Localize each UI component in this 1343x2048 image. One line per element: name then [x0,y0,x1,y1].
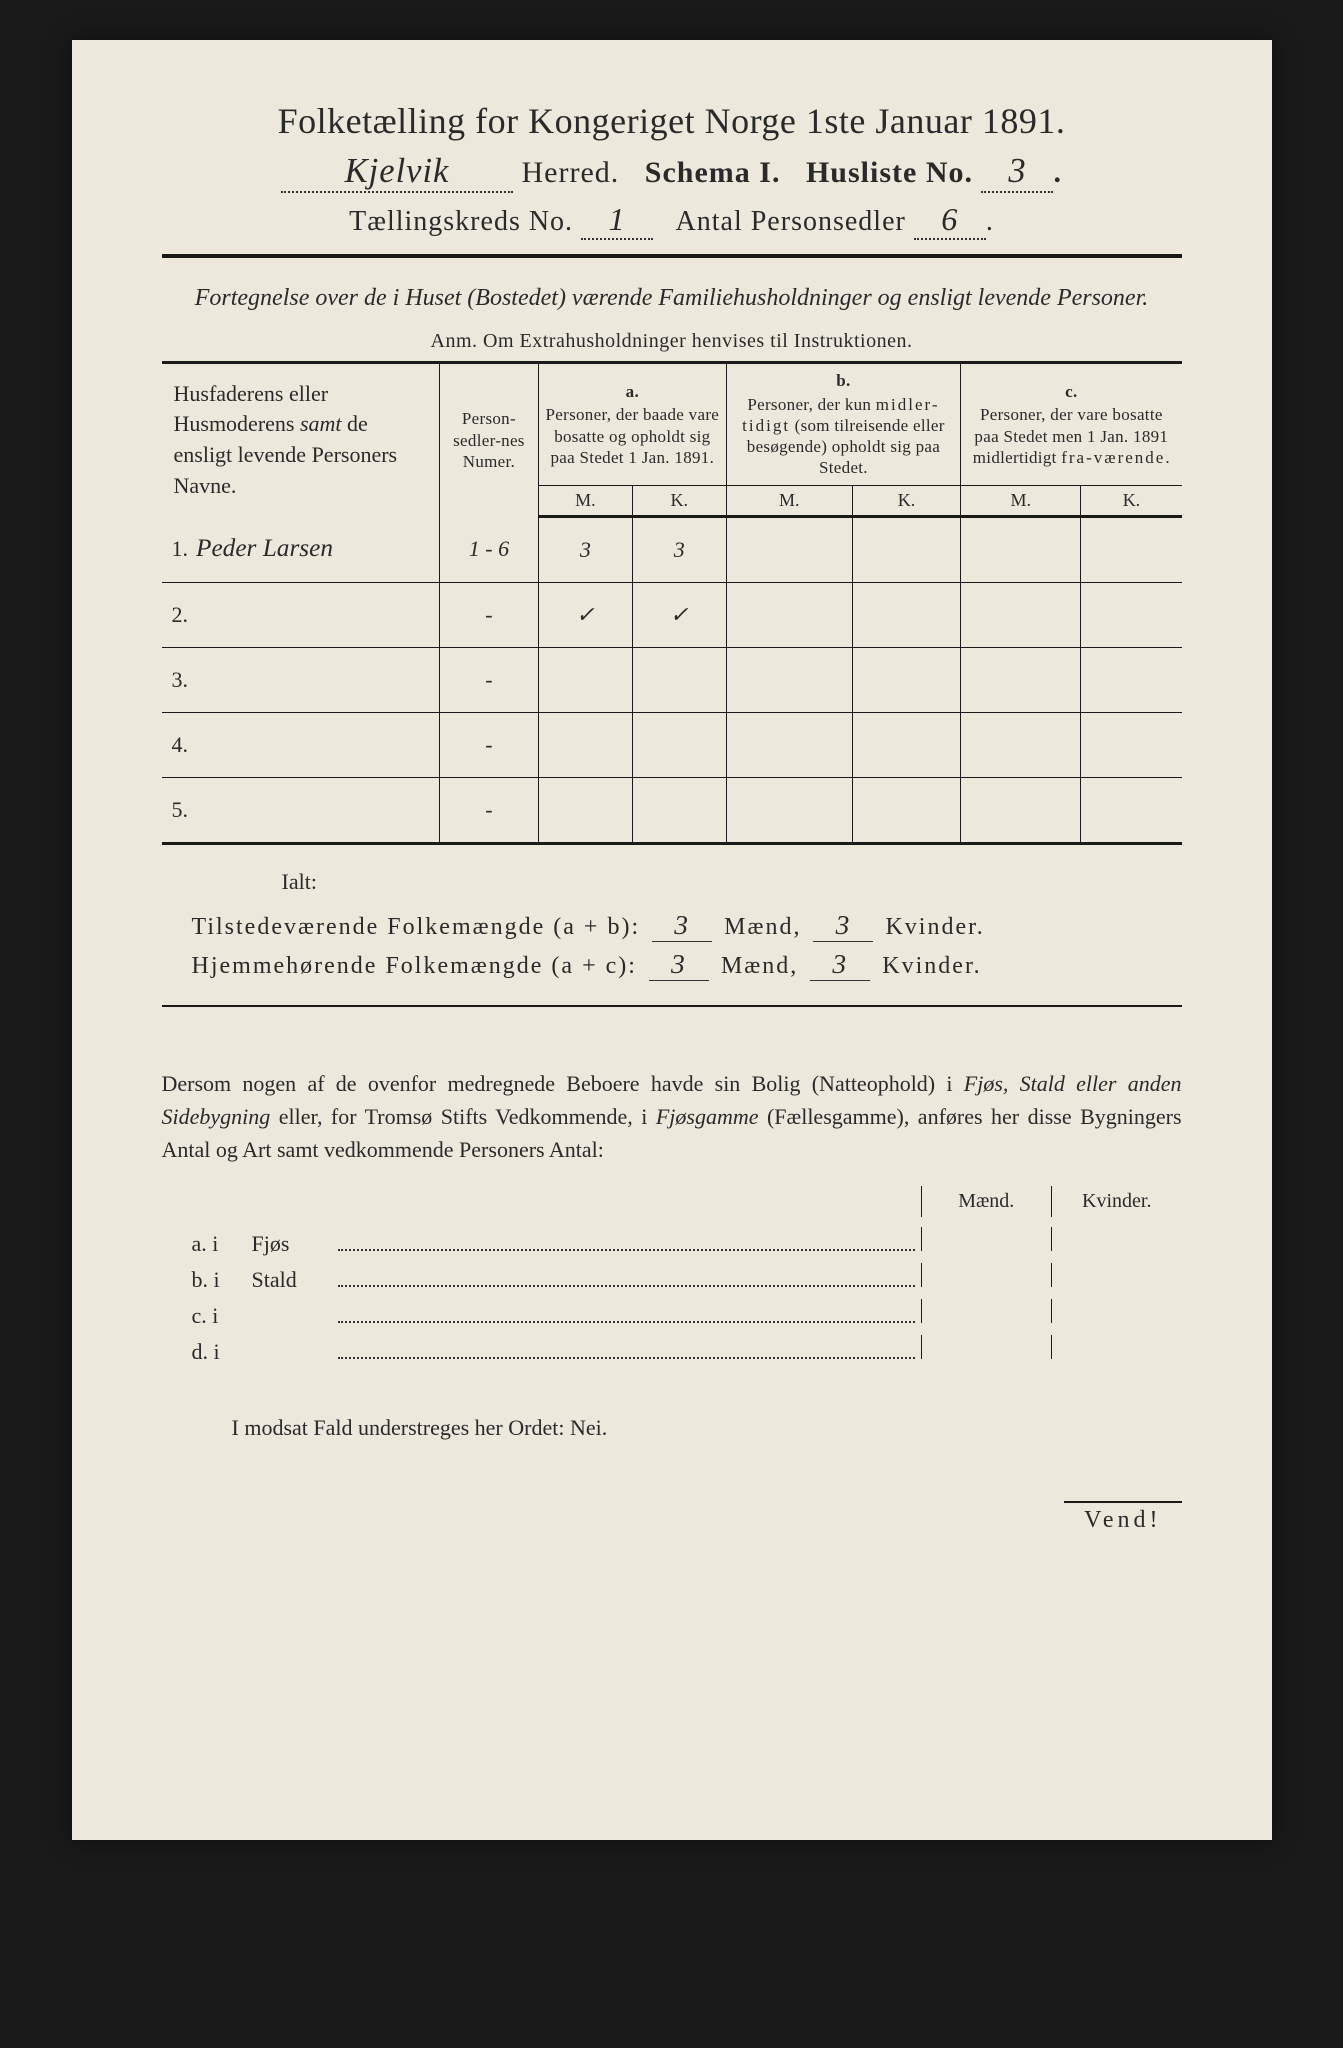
buildings-mk-head: Mænd. Kvinder. [921,1186,1182,1217]
col-numer: Person-sedler-nes Numer. [439,363,538,516]
table-row: 3. - [162,647,1182,712]
kreds-field: 1 [581,201,653,240]
nei-line: I modsat Fald understreges her Ordet: Ne… [232,1415,1182,1441]
page-title: Folketælling for Kongeriget Norge 1ste J… [162,100,1182,142]
building-row-d: d. i [162,1335,1182,1365]
rule-2 [162,1005,1182,1007]
col-c: c. Personer, der vare bosatte paa Stedet… [961,363,1182,485]
buildings-block: Mænd. Kvinder. a. i Fjøs b. i Stald c. i… [162,1186,1182,1365]
col-b-m: M. [726,485,852,516]
census-form-page: Folketælling for Kongeriget Norge 1ste J… [72,40,1272,1840]
anm-note: Anm. Om Extrahusholdninger henvises til … [162,330,1182,353]
antal-label: Antal Personsedler [676,206,906,237]
husliste-field: 3 [981,152,1053,193]
col-b-k: K. [852,485,960,516]
col-names: Husfaderens eller Husmoderens samt de en… [162,363,440,516]
col-c-m: M. [961,485,1081,516]
rule-1 [162,254,1182,258]
herred-field: Kjelvik [281,152,513,193]
col-b: b. Personer, der kun midler-tidigt (som … [726,363,960,485]
building-row-b: b. i Stald [162,1263,1182,1293]
table-row: 1.Peder Larsen 1 - 6 3 3 [162,516,1182,582]
side-building-para: Dersom nogen af de ovenfor medregnede Be… [162,1067,1182,1166]
table-body: 1.Peder Larsen 1 - 6 3 3 2. - ✓ ✓ 3. [162,516,1182,843]
herred-label: Herred. [522,156,620,189]
ab-maend: 3 [652,909,712,942]
antal-field: 6 [914,201,986,240]
husliste-label: Husliste No. [806,156,973,189]
totals-ac: Hjemmehørende Folkemængde (a + c): 3 Mæn… [192,948,1182,981]
ab-kvinder: 3 [813,909,873,942]
col-a-k: K. [632,485,726,516]
col-a-m: M. [538,485,632,516]
vend-label: Vend! [162,1501,1182,1534]
schema-label: Schema I. [645,156,781,189]
ac-maend: 3 [649,948,709,981]
table-row: 4. - [162,712,1182,777]
kreds-label: Tællingskreds No. [349,206,573,237]
col-a: a. Personer, der baade vare bosatte og o… [538,363,726,485]
ialt-label: Ialt: [282,869,1182,895]
table-row: 2. - ✓ ✓ [162,582,1182,647]
col-c-k: K. [1081,485,1182,516]
subtitle: Fortegnelse over de i Huset (Bostedet) v… [192,282,1152,314]
ac-kvinder: 3 [810,948,870,981]
building-row-c: c. i [162,1299,1182,1329]
header-line-3: Tællingskreds No. 1 Antal Personsedler 6… [162,201,1182,240]
table-row: 5. - [162,777,1182,843]
totals-ab: Tilstedeværende Folkemængde (a + b): 3 M… [192,909,1182,942]
header-line-2: Kjelvik Herred. Schema I. Husliste No. 3… [162,152,1182,193]
census-table: Husfaderens eller Husmoderens samt de en… [162,361,1182,844]
building-row-a: a. i Fjøs [162,1227,1182,1257]
